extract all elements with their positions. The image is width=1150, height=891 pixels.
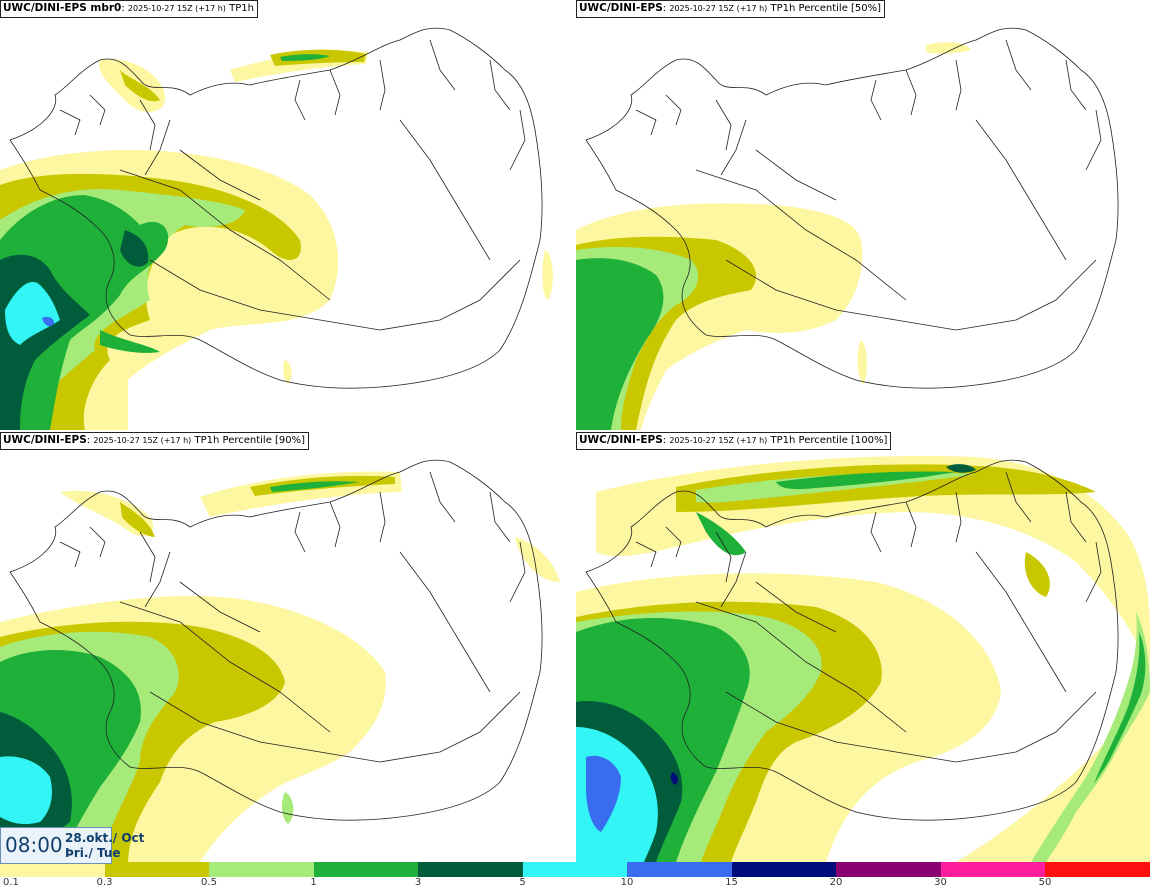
- valid-time-clock: 08:00: [5, 833, 63, 857]
- colorbar-segment: [313, 862, 418, 877]
- precipitation-map: [0, 27, 553, 430]
- colorbar-tick-label: 0.1: [3, 877, 19, 888]
- map-panel-p50: UWC/DINI-EPS: 2025-10-27 15Z (+17 h) TP1…: [576, 0, 1150, 430]
- colorbar-tick-labels: 0.1 0.3 0.5 1 3 5 10 15 20 30 50: [0, 877, 1150, 891]
- colorbar-segment: [0, 862, 105, 877]
- precipitation-map: [576, 456, 1150, 862]
- colorbar-segment: [418, 862, 523, 877]
- run-time: 2025-10-27 15Z (+17 h): [669, 436, 768, 445]
- colorbar-tick-label: 0.3: [96, 877, 113, 888]
- panel-title: UWC/DINI-EPS mbr0: 2025-10-27 15Z (+17 h…: [0, 0, 258, 18]
- colorbar-segment: [836, 862, 941, 877]
- valid-time-box: 08:00 28.okt./ Oct Þri./ Tue: [0, 827, 144, 864]
- model-name: UWC/DINI-EPS mbr0: [3, 2, 122, 14]
- colorbar-segment: [731, 862, 836, 877]
- colorbar-segment: [1045, 862, 1150, 877]
- colorbar-segment: [522, 862, 627, 877]
- field-name: TP1h Percentile [90%]: [194, 435, 306, 446]
- colorbar-tick-label: 20: [829, 877, 843, 888]
- colorbar-tick-label: 30: [934, 877, 947, 888]
- valid-weekday: Þri./ Tue: [65, 846, 121, 860]
- colorbar: [0, 862, 1150, 877]
- run-time: 2025-10-27 15Z (+17 h): [669, 4, 768, 13]
- colorbar-segment: [940, 862, 1045, 877]
- precipitation-map: [0, 459, 560, 862]
- model-name: UWC/DINI-EPS: [3, 434, 87, 446]
- map-panel-p90: UWC/DINI-EPS: 2025-10-27 15Z (+17 h) TP1…: [0, 432, 574, 862]
- field-name: TP1h: [229, 3, 254, 14]
- field-name: TP1h Percentile [50%]: [770, 3, 882, 14]
- precipitation-map: [576, 27, 1119, 430]
- colorbar-segment: [104, 862, 209, 877]
- panel-title: UWC/DINI-EPS: 2025-10-27 15Z (+17 h) TP1…: [0, 432, 310, 450]
- model-name: UWC/DINI-EPS: [579, 2, 663, 14]
- colorbar-tick-label: 0.5: [201, 877, 217, 888]
- colorbar-tick-label: 50: [1038, 877, 1052, 888]
- run-time: 2025-10-27 15Z (+17 h): [127, 4, 226, 13]
- valid-date: 28.okt./ Oct: [65, 831, 145, 845]
- map-panel-member0: UWC/DINI-EPS mbr0: 2025-10-27 15Z (+17 h…: [0, 0, 574, 430]
- colorbar-tick-label: 15: [725, 877, 738, 888]
- run-time: 2025-10-27 15Z (+17 h): [93, 436, 192, 445]
- colorbar-tick-label: 10: [620, 877, 634, 888]
- panel-title: UWC/DINI-EPS: 2025-10-27 15Z (+17 h) TP1…: [576, 0, 886, 18]
- map-panel-p100: UWC/DINI-EPS: 2025-10-27 15Z (+17 h) TP1…: [576, 432, 1150, 862]
- field-name: TP1h Percentile [100%]: [770, 435, 888, 446]
- colorbar-tick-label: 1: [310, 877, 317, 888]
- colorbar-tick-label: 5: [519, 877, 526, 888]
- panel-title: UWC/DINI-EPS: 2025-10-27 15Z (+17 h) TP1…: [576, 432, 892, 450]
- colorbar-tick-label: 3: [414, 877, 422, 888]
- colorbar-segment: [627, 862, 732, 877]
- colorbar-segment: [209, 862, 314, 877]
- model-name: UWC/DINI-EPS: [579, 434, 663, 446]
